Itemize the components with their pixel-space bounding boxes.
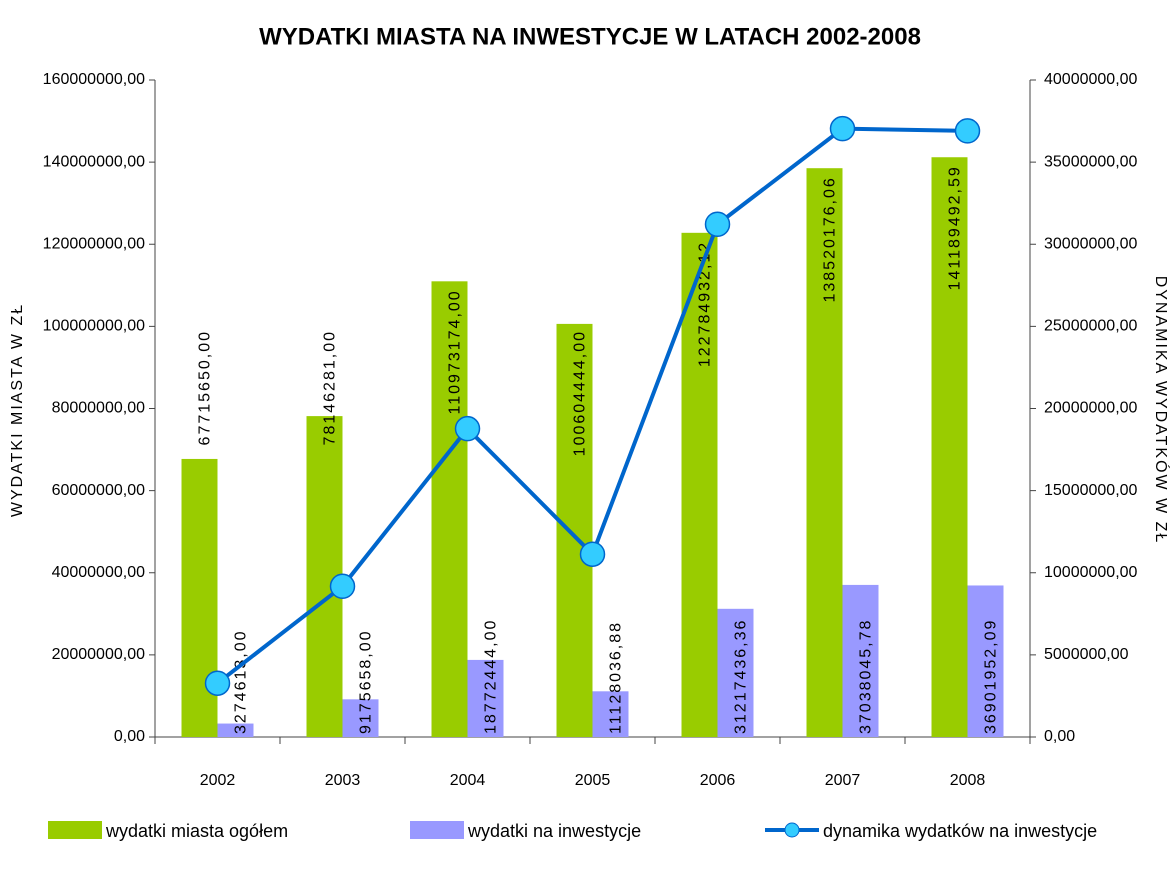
y2-tick-label: 20000000,00: [1044, 400, 1138, 417]
y-tick-label: 140000000,00: [43, 153, 145, 170]
y2-tick-label: 5000000,00: [1044, 646, 1129, 663]
y2-axis-label: DYNAMIKA WYDATKÓW W ZŁ: [1152, 276, 1171, 545]
bar: [181, 458, 218, 737]
legend-swatch: [410, 821, 464, 839]
value-label: 31217436,36: [733, 619, 750, 734]
bar: [217, 723, 254, 737]
y2-tick-label: 25000000,00: [1044, 318, 1138, 335]
y2-tick-label: 0,00: [1044, 728, 1075, 745]
legend-label: wydatki miasta ogółem: [105, 821, 288, 841]
bar: [467, 659, 504, 737]
bar: [592, 691, 629, 737]
marker: [704, 211, 731, 238]
y-tick-label: 40000000,00: [52, 564, 146, 581]
legend-label: dynamika wydatków na inwestycje: [823, 821, 1097, 841]
value-label: 3274613,00: [233, 629, 250, 734]
y-tick-label: 20000000,00: [52, 646, 146, 663]
value-label: 67715650,00: [197, 330, 214, 445]
value-label: 141189492,59: [947, 165, 964, 290]
bar: [842, 584, 879, 737]
value-label: 9175658,00: [358, 629, 375, 734]
bar: [931, 157, 968, 737]
y2-tick-label: 40000000,00: [1044, 71, 1138, 88]
x-tick-label: 2007: [825, 772, 861, 789]
bar: [681, 232, 718, 737]
value-label: 37038045,78: [858, 619, 875, 734]
x-tick-label: 2005: [575, 772, 611, 789]
y-tick-label: 120000000,00: [43, 235, 145, 252]
y2-tick-label: 35000000,00: [1044, 153, 1138, 170]
legend-swatch: [48, 821, 102, 839]
y-tick-label: 80000000,00: [52, 400, 146, 417]
value-label: 100604444,00: [572, 330, 589, 456]
chart-title: WYDATKI MIASTA NA INWESTYCJE W LATACH 20…: [259, 23, 921, 50]
bar: [556, 323, 593, 737]
x-tick-label: 2008: [950, 772, 986, 789]
marker: [454, 415, 481, 442]
legend-marker: [784, 822, 800, 838]
x-tick-label: 2004: [450, 772, 486, 789]
x-tick-label: 2002: [200, 772, 236, 789]
value-label: 138520176,06: [822, 176, 839, 302]
y-tick-label: 160000000,00: [43, 71, 145, 88]
y-tick-label: 60000000,00: [52, 482, 146, 499]
bar: [431, 281, 468, 737]
marker: [579, 541, 606, 567]
y-tick-label: 100000000,00: [43, 318, 145, 335]
marker: [829, 115, 856, 142]
bar: [717, 608, 754, 737]
y2-tick-label: 15000000,00: [1044, 482, 1138, 499]
y2-tick-label: 10000000,00: [1044, 564, 1138, 581]
bar: [806, 168, 843, 737]
value-label: 11128036,88: [608, 621, 625, 734]
y-tick-label: 0,00: [114, 728, 145, 745]
value-label: 36901952,09: [983, 619, 1000, 734]
value-label: 18772444,00: [483, 619, 500, 734]
x-tick-label: 2003: [325, 772, 361, 789]
bar: [967, 585, 1004, 737]
y2-tick-label: 30000000,00: [1044, 235, 1138, 252]
y-axis-label: WYDATKI MIASTA W ZŁ: [9, 303, 26, 517]
value-label: 110973174,00: [447, 289, 464, 414]
marker: [204, 670, 231, 696]
marker: [329, 573, 356, 600]
bar: [342, 699, 379, 737]
marker: [954, 118, 981, 144]
legend-label: wydatki na inwestycje: [467, 821, 641, 841]
value-label: 78146281,00: [322, 330, 339, 445]
x-tick-label: 2006: [700, 772, 736, 789]
